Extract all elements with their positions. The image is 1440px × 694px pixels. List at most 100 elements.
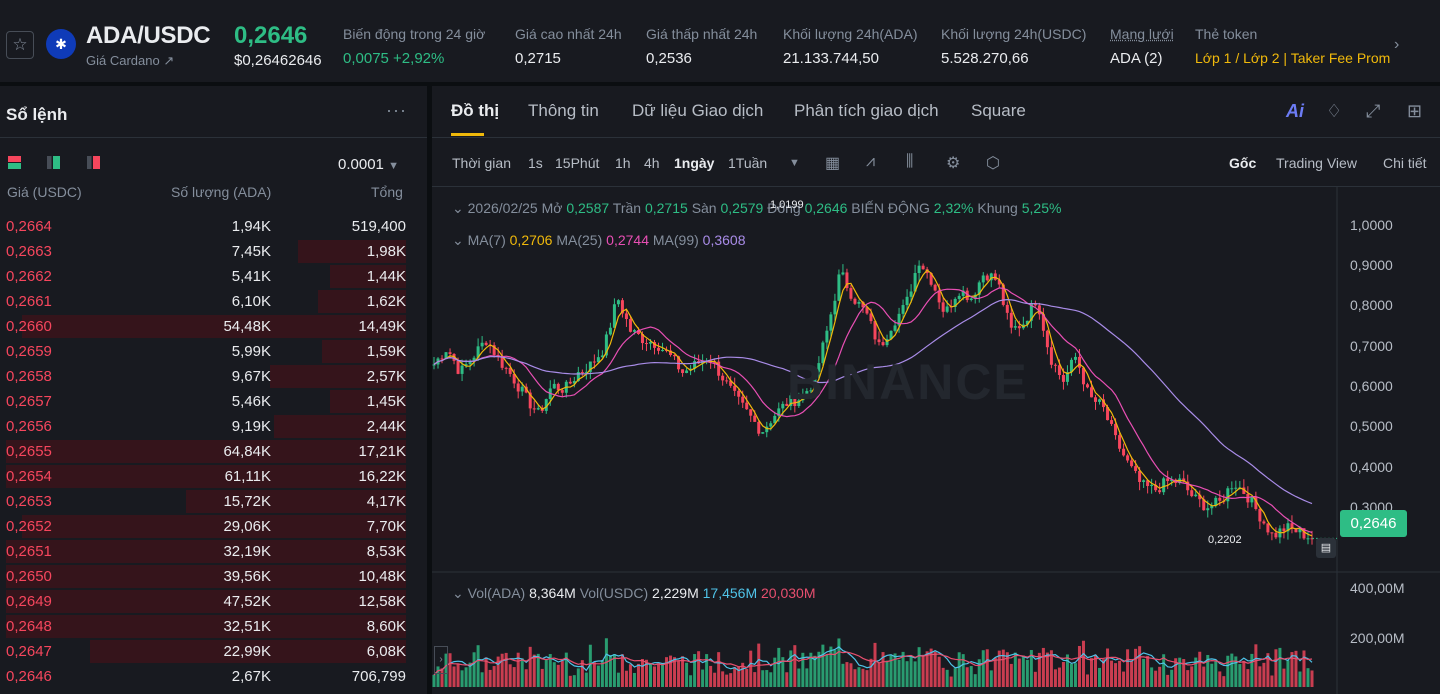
- volume-bar: [1214, 660, 1218, 687]
- tab-chart[interactable]: Đồ thị: [451, 101, 500, 120]
- volume-bar: [993, 657, 997, 687]
- timeframe-15m[interactable]: 15Phút: [555, 155, 600, 171]
- order-row[interactable]: 0,2662 5,41K 1,44K: [0, 264, 427, 289]
- timeframe-1h[interactable]: 1h: [615, 155, 631, 171]
- volume-bar: [480, 672, 484, 687]
- order-row[interactable]: 0,2659 5,99K 1,59K: [0, 339, 427, 364]
- chevron-down-icon[interactable]: ⌄: [452, 585, 464, 601]
- hexagon-icon[interactable]: ⬡: [986, 155, 1000, 172]
- volume-bar: [580, 660, 584, 687]
- depth-bar: [322, 340, 406, 363]
- volume-bar: [1222, 676, 1226, 687]
- view-original[interactable]: Gốc: [1229, 155, 1257, 171]
- candles-icon[interactable]: ⫼: [906, 153, 914, 170]
- stat-24h-volume-ada: Khối lượng 24h(ADA) 21.133.744,50: [783, 26, 918, 67]
- candle-body: [1085, 384, 1089, 388]
- pair-subtitle-link[interactable]: Giá Cardano ↗: [86, 53, 175, 68]
- order-row[interactable]: 0,2647 22,99K 6,08K: [0, 639, 427, 664]
- candle-body: [536, 408, 540, 410]
- precision-select[interactable]: 0.0001 ▼: [338, 156, 399, 173]
- order-row[interactable]: 0,2650 39,56K 10,48K: [0, 564, 427, 589]
- ai-icon[interactable]: Ai: [1286, 101, 1304, 121]
- timeframe-1d[interactable]: 1ngày: [674, 155, 715, 171]
- candle-body: [897, 313, 901, 326]
- tab-info[interactable]: Thông tin: [528, 101, 599, 120]
- volume-bar: [1190, 666, 1194, 687]
- volume-bar: [933, 651, 937, 687]
- chevron-down-icon[interactable]: ⌄: [452, 200, 464, 216]
- view-tradingview[interactable]: Trading View: [1276, 155, 1357, 171]
- order-price: 0,2655: [6, 443, 52, 460]
- order-row[interactable]: 0,2652 29,06K 7,70K: [0, 514, 427, 539]
- tab-square[interactable]: Square: [971, 101, 1026, 120]
- timeframe-4h[interactable]: 4h: [644, 155, 660, 171]
- chevron-right-icon[interactable]: ›: [1394, 36, 1400, 53]
- high-annotation: 1,0199: [770, 199, 804, 211]
- order-row[interactable]: 0,2649 47,52K 12,58K: [0, 589, 427, 614]
- view-both-icon[interactable]: [8, 156, 21, 169]
- indicator-chart-icon[interactable]: ⩘: [866, 153, 876, 170]
- bell-icon[interactable]: ♢: [1326, 101, 1343, 121]
- candle-body: [973, 294, 977, 299]
- candle-body: [653, 342, 657, 348]
- candle-body: [977, 282, 981, 295]
- view-depth[interactable]: Chi tiết: [1383, 155, 1427, 171]
- candle-body: [1182, 478, 1186, 482]
- order-row[interactable]: 0,2656 9,19K 2,44K: [0, 414, 427, 439]
- order-row[interactable]: 0,2658 9,67K 2,57K: [0, 364, 427, 389]
- price-tick: 0,7000: [1350, 338, 1393, 354]
- order-total: 8,53K: [366, 543, 406, 560]
- order-row[interactable]: 0,2655 64,84K 17,21K: [0, 439, 427, 464]
- volume-bar: [628, 664, 632, 687]
- volume-bar: [1045, 652, 1049, 687]
- view-asks-icon[interactable]: [86, 156, 100, 169]
- candle-body: [604, 334, 608, 356]
- candle-body: [809, 390, 813, 392]
- order-row[interactable]: 0,2646 2,67K 706,799: [0, 664, 427, 689]
- pair-title[interactable]: ADA/USDC: [86, 22, 211, 49]
- order-row[interactable]: 0,2660 54,48K 14,49K: [0, 314, 427, 339]
- order-row[interactable]: 0,2651 32,19K 8,53K: [0, 539, 427, 564]
- order-row[interactable]: 0,2653 15,72K 4,17K: [0, 489, 427, 514]
- order-qty: 1,94K: [231, 218, 271, 235]
- tab-trading-data[interactable]: Dữ liệu Giao dịch: [632, 101, 764, 120]
- order-row[interactable]: 0,2663 7,45K 1,98K: [0, 239, 427, 264]
- candle-body: [1190, 490, 1194, 497]
- more-options-icon[interactable]: ···: [386, 100, 407, 120]
- candle-body: [492, 345, 496, 355]
- stat-24h-change: Biến động trong 24 giờ 0,0075 +2,92%: [343, 26, 486, 67]
- candle-body: [1025, 320, 1029, 325]
- depth-bar: [22, 515, 406, 538]
- candle-body: [1001, 284, 1005, 305]
- order-row[interactable]: 0,2664 1,94K 519,400: [0, 214, 427, 239]
- depth-bar: [6, 590, 406, 613]
- tab-trading-analysis[interactable]: Phân tích giao dịch: [794, 101, 939, 120]
- layout-grid-icon[interactable]: ⊞: [1407, 101, 1423, 121]
- favorite-star-icon[interactable]: ☆: [6, 31, 34, 59]
- price-tick: 0,5000: [1350, 418, 1393, 434]
- view-bids-icon[interactable]: [47, 156, 61, 169]
- volume-bar: [813, 655, 817, 687]
- order-price: 0,2661: [6, 293, 52, 310]
- candlestick-chart[interactable]: [432, 187, 1440, 694]
- candle-body: [1214, 497, 1218, 506]
- expand-icon[interactable]: ⤢: [1366, 101, 1381, 121]
- order-row[interactable]: 0,2648 32,51K 8,60K: [0, 614, 427, 639]
- stat-token-tags[interactable]: Thẻ token Lớp 1 / Lớp 2 | Taker Fee Prom: [1195, 26, 1391, 66]
- order-row[interactable]: 0,2657 5,46K 1,45K: [0, 389, 427, 414]
- collapse-arrow-icon[interactable]: ›: [434, 646, 448, 674]
- volume-bar: [1081, 640, 1085, 687]
- timeframe-1s[interactable]: 1s: [528, 155, 543, 171]
- order-list-icon[interactable]: ▤: [1316, 538, 1336, 558]
- chevron-down-icon[interactable]: ⌄: [452, 232, 464, 248]
- candle-body: [1270, 532, 1274, 534]
- order-price: 0,2653: [6, 493, 52, 510]
- order-row[interactable]: 0,2661 6,10K 1,62K: [0, 289, 427, 314]
- calendar-icon[interactable]: ▦: [825, 155, 841, 172]
- stat-network[interactable]: Mạng lưới ADA (2): [1110, 26, 1174, 67]
- candle-body: [1250, 497, 1254, 503]
- order-row[interactable]: 0,2654 61,11K 16,22K: [0, 464, 427, 489]
- caret-down-icon[interactable]: ▼: [789, 157, 800, 169]
- timeframe-1w[interactable]: 1Tuần: [728, 155, 768, 171]
- settings-list-icon[interactable]: ⚙: [946, 155, 961, 172]
